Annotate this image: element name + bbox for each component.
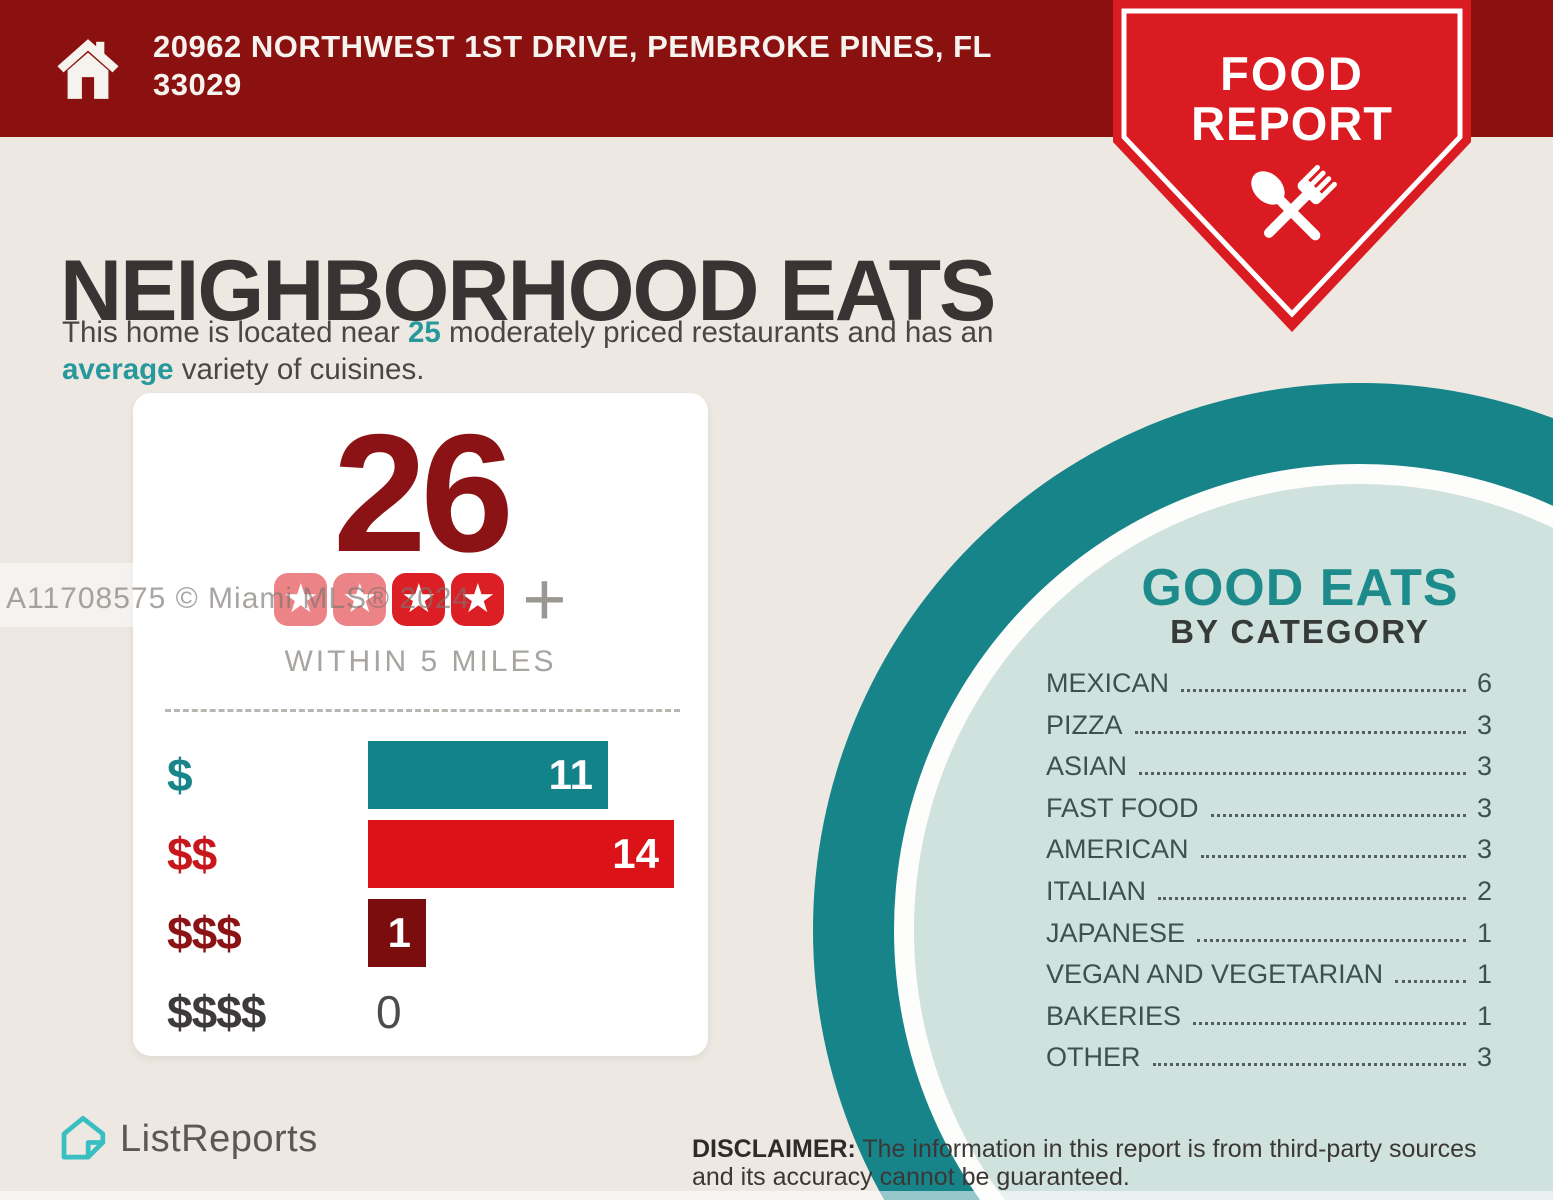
category-label: ITALIAN — [1046, 875, 1147, 906]
category-count: 2 — [1476, 875, 1492, 906]
category-count: 3 — [1476, 1042, 1492, 1073]
category-label: ASIAN — [1046, 751, 1128, 782]
category-row: BAKERIES 1 — [1046, 1001, 1492, 1043]
category-list: MEXICAN 6 PIZZA 3 ASIAN 3 FAST FOOD 3 AMERICAN 3 I… — [1046, 668, 1492, 1084]
mls-watermark: A11708575 © Miami MLS® 2024 — [6, 582, 471, 615]
category-count: 3 — [1476, 709, 1492, 740]
dotted-leader — [1210, 813, 1466, 817]
stats-card: 26 ★ ★ ★ ★ + WITHIN 5 MILES $11 $$ 14 $$$ 1 $$$$… — [133, 393, 708, 1056]
listreports-logo: ListReports — [58, 1112, 318, 1166]
category-label: BAKERIES — [1046, 1000, 1182, 1031]
dotted-leader — [1200, 855, 1466, 859]
intro-text: This home is located near 25 moderately … — [62, 314, 1007, 388]
dotted-leader — [1139, 772, 1466, 776]
price-bar: 1 — [368, 899, 426, 967]
watermark-strip — [0, 563, 390, 627]
price-row: $11 — [163, 741, 678, 809]
star-icon: ★ — [392, 573, 446, 626]
price-bar: 11 — [368, 741, 608, 809]
good-eats-title: GOOD EATS — [1141, 559, 1459, 617]
category-row: ITALIAN 2 — [1046, 876, 1492, 918]
bottom-edge-strip — [0, 1191, 1553, 1200]
price-row: $$$$ 0 — [163, 978, 678, 1046]
variety-highlight: average — [62, 352, 174, 386]
category-label: AMERICAN — [1046, 834, 1189, 865]
radius-label: WITHIN 5 MILES — [284, 645, 557, 678]
badge-title-line1: FOOD — [1220, 47, 1364, 100]
dashed-divider — [165, 709, 680, 712]
listreports-wordmark: ListReports — [120, 1117, 318, 1160]
category-row: VEGAN AND VEGETARIAN 1 — [1046, 959, 1492, 1001]
star-icon: ★ — [333, 573, 387, 626]
dotted-leader — [1395, 980, 1466, 984]
intro-part2: moderately priced restaurants and has an — [440, 315, 994, 349]
disclaimer-label: DISCLAIMER: — [692, 1135, 856, 1163]
category-row: ASIAN 3 — [1046, 751, 1492, 793]
intro-part1: This home is located near — [62, 315, 408, 349]
category-label: JAPANESE — [1046, 917, 1186, 948]
restaurant-total-count: 26 — [333, 399, 514, 587]
price-bar-chart: $11 $$ 14 $$$ 1 $$$$ 0 — [163, 741, 678, 1057]
ribbon-shape — [1113, 0, 1471, 332]
spoon-fork-icon — [1251, 164, 1337, 241]
listreports-house-icon — [61, 1115, 106, 1160]
price-label: $$$ — [167, 907, 242, 959]
bar-value: 0 — [376, 986, 402, 1038]
rating-stars-row: ★ ★ ★ ★ + — [133, 557, 708, 642]
star-icon: ★ — [451, 573, 505, 626]
star-tiles: ★ ★ ★ ★ — [274, 573, 505, 626]
dotted-leader — [1181, 689, 1466, 692]
food-report-badge: FOOD REPORT — [1113, 0, 1471, 340]
category-label: FAST FOOD — [1046, 792, 1199, 823]
dotted-leader — [1193, 1021, 1466, 1025]
bar-value: 1 — [387, 909, 411, 956]
category-row: FAST FOOD 3 — [1046, 793, 1492, 835]
category-label: OTHER — [1046, 1042, 1141, 1073]
price-label: $$ — [167, 828, 217, 880]
price-label: $$$$ — [167, 986, 266, 1038]
category-label: MEXICAN — [1046, 668, 1170, 698]
price-row: $$ 14 — [163, 820, 678, 888]
price-bar: 14 — [368, 820, 674, 888]
page-title: NEIGHBORHOOD EATS — [60, 242, 996, 339]
dotted-leader — [1197, 938, 1466, 942]
category-count: 3 — [1476, 792, 1492, 823]
category-count: 3 — [1476, 834, 1492, 865]
category-row: OTHER 3 — [1046, 1042, 1492, 1084]
category-label: VEGAN AND VEGETARIAN — [1046, 959, 1384, 990]
bar-value: 14 — [612, 830, 659, 877]
disclaimer-text: The information in this report is from t… — [692, 1135, 1477, 1191]
category-row: JAPANESE 1 — [1046, 918, 1492, 960]
restaurant-count-highlight: 25 — [407, 315, 441, 349]
category-count: 6 — [1476, 668, 1492, 698]
category-count: 1 — [1476, 1000, 1492, 1031]
category-row: AMERICAN 3 — [1046, 834, 1492, 876]
price-label: $ — [167, 749, 193, 801]
intro-part3: variety of cuisines. — [173, 352, 425, 386]
star-icon: ★ — [274, 573, 328, 626]
good-eats-subtitle: BY CATEGORY — [1170, 613, 1430, 650]
dotted-leader — [1152, 1063, 1466, 1067]
category-count: 1 — [1476, 917, 1492, 948]
category-row: MEXICAN 6 — [1046, 668, 1492, 710]
plus-sign: + — [522, 557, 567, 642]
price-row: $$$ 1 — [163, 899, 678, 967]
category-label: PIZZA — [1046, 709, 1123, 740]
badge-title-line2: REPORT — [1191, 97, 1393, 150]
category-count: 1 — [1476, 959, 1492, 990]
dotted-leader — [1158, 896, 1466, 900]
home-icon — [57, 39, 119, 99]
bar-value: 11 — [548, 751, 593, 798]
property-address: 20962 NORTHWEST 1ST DRIVE, PEMBROKE PINE… — [153, 29, 992, 102]
category-count: 3 — [1476, 751, 1492, 782]
disclaimer: DISCLAIMER: The information in this repo… — [692, 1135, 1504, 1191]
category-row: PIZZA 3 — [1046, 710, 1492, 752]
dotted-leader — [1134, 730, 1466, 734]
